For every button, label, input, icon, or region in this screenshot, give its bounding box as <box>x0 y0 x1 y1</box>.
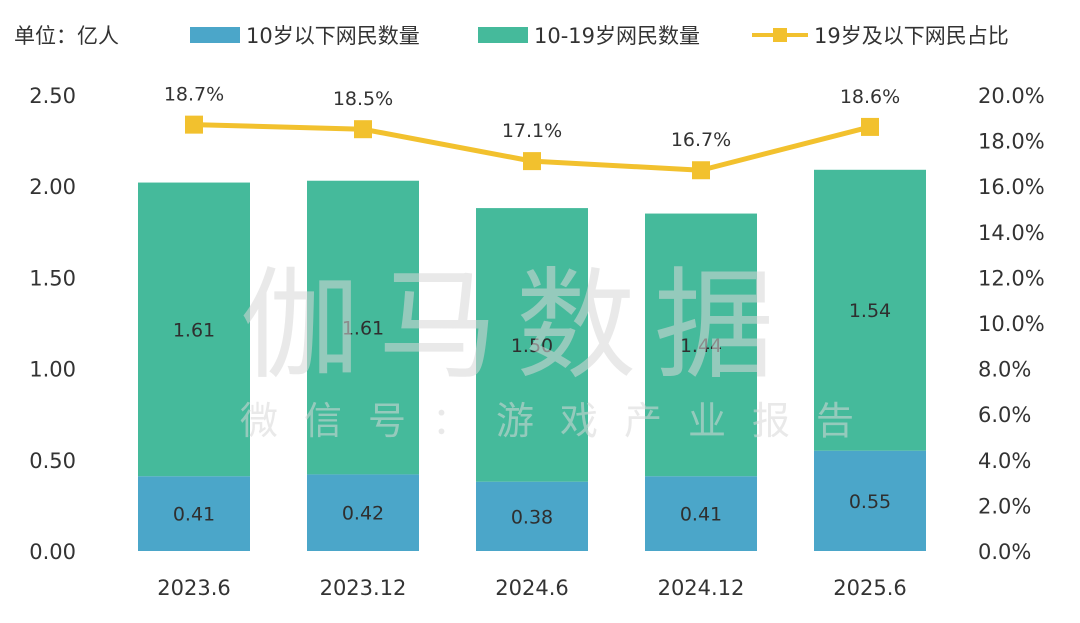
legend-swatch-share <box>752 27 808 43</box>
bar-10-19 <box>814 169 926 451</box>
y-right-tick-label: 18.0% <box>978 130 1045 154</box>
bar-label-under-10: 0.42 <box>342 503 384 525</box>
share-label: 18.5% <box>333 88 393 110</box>
share-point <box>692 161 710 180</box>
legend-label-share: 19岁及以下网民占比 <box>814 24 1009 48</box>
bar-label-under-10: 0.38 <box>511 506 553 528</box>
unit-label: 单位：亿人 <box>14 24 119 48</box>
bar-10-19 <box>645 213 757 477</box>
y-left-tick-label: 2.00 <box>29 175 76 199</box>
y-right-tick-label: 16.0% <box>978 175 1045 199</box>
y-right-tick-label: 10.0% <box>978 312 1045 336</box>
y-right-tick-label: 14.0% <box>978 221 1045 245</box>
share-label: 18.7% <box>164 84 224 106</box>
chart-header: 单位：亿人 10岁以下网民数量 10-19岁网民数量 19岁及以下网民占比 <box>0 0 1080 70</box>
bar-under-10 <box>645 476 757 551</box>
bar-label-under-10: 0.41 <box>680 504 722 526</box>
y-right-tick-label: 0.0% <box>978 540 1031 564</box>
y-left-tick-label: 1.00 <box>29 358 76 382</box>
legend-item-10-19[interactable]: 10-19岁网民数量 <box>478 20 700 50</box>
y-right-tick-label: 8.0% <box>978 358 1031 382</box>
bar-10-19 <box>476 208 588 482</box>
bar-10-19 <box>307 180 419 475</box>
share-label: 17.1% <box>502 120 562 142</box>
share-point <box>861 117 879 136</box>
share-point <box>185 115 203 134</box>
bar-label-10-19: 1.50 <box>511 335 553 357</box>
y-left-tick-label: 0.50 <box>29 449 76 473</box>
bar-label-10-19: 1.61 <box>342 318 384 340</box>
y-right-tick-label: 2.0% <box>978 494 1031 518</box>
y-right-tick-label: 12.0% <box>978 266 1045 290</box>
bar-under-10 <box>476 481 588 551</box>
legend-swatch-10-19 <box>478 27 528 43</box>
bar-under-10 <box>307 474 419 551</box>
y-right-tick-label: 4.0% <box>978 449 1031 473</box>
legend-swatch-under-10 <box>190 27 240 43</box>
share-label: 16.7% <box>671 129 731 151</box>
legend-label-under-10: 10岁以下网民数量 <box>246 24 420 48</box>
bar-label-under-10: 0.55 <box>849 491 891 513</box>
x-tick-label: 2023.6 <box>157 576 230 600</box>
x-tick-label: 2024.12 <box>658 576 745 600</box>
bar-under-10 <box>814 450 926 551</box>
bar-10-19 <box>138 182 250 477</box>
bar-label-10-19: 1.44 <box>680 335 722 357</box>
legend-item-under-10[interactable]: 10岁以下网民数量 <box>190 20 420 50</box>
y-right-tick-label: 20.0% <box>978 84 1045 108</box>
y-left-tick-label: 0.00 <box>29 540 76 564</box>
share-point <box>354 120 372 139</box>
legend-label-10-19: 10-19岁网民数量 <box>534 24 701 48</box>
y-left-tick-label: 2.50 <box>29 84 76 108</box>
bar-label-10-19: 1.61 <box>173 319 215 341</box>
y-left-tick-label: 1.50 <box>29 266 76 290</box>
bar-label-10-19: 1.54 <box>849 300 891 322</box>
y-right-tick-label: 6.0% <box>978 403 1031 427</box>
x-tick-label: 2025.6 <box>833 576 906 600</box>
x-tick-label: 2023.12 <box>320 576 407 600</box>
legend-item-share[interactable]: 19岁及以下网民占比 <box>752 20 1009 50</box>
x-tick-label: 2024.6 <box>495 576 568 600</box>
bar-under-10 <box>138 476 250 551</box>
bar-label-under-10: 0.41 <box>173 504 215 526</box>
share-point <box>523 152 541 171</box>
share-label: 18.6% <box>840 86 900 108</box>
